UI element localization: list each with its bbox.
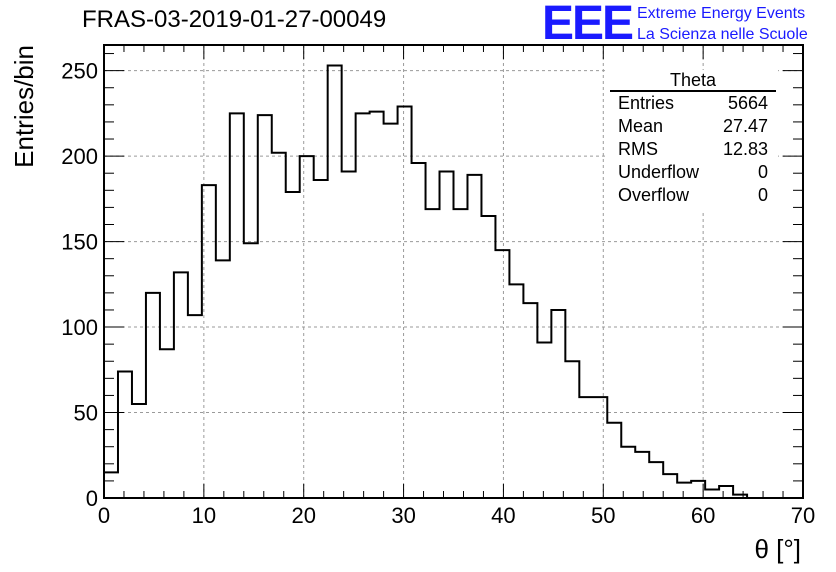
eee-logo: EEE Extreme Energy Events La Scienza nel…: [542, 0, 832, 50]
y-tick-label: 50: [74, 401, 98, 426]
stat-row-overflow: Overflow 0: [618, 185, 768, 207]
x-tick-label: 10: [192, 503, 216, 528]
x-tick-label: 70: [791, 503, 815, 528]
x-tick-labels: 0 10 20 30 40 50 60 70: [98, 503, 815, 528]
x-tick-label: 50: [591, 503, 615, 528]
stat-row-rms: RMS 12.83: [618, 139, 768, 161]
stat-label: Entries: [618, 93, 675, 113]
x-tick-label: 0: [98, 503, 110, 528]
stats-divider: [610, 90, 776, 92]
x-tick-label: 20: [291, 503, 315, 528]
stat-label: Mean: [618, 116, 664, 136]
y-tick-label: 0: [86, 486, 98, 511]
x-tick-label: 60: [691, 503, 715, 528]
logo-text-line1: Extreme Energy Events: [637, 5, 806, 22]
axis-ticks: [103, 45, 804, 499]
stat-label: Overflow: [618, 185, 690, 205]
x-tick-label: 30: [391, 503, 415, 528]
stat-value: 0: [757, 162, 768, 182]
y-tick-label: 100: [61, 315, 98, 340]
y-tick-label: 150: [61, 230, 98, 255]
x-axis-title: θ [°]: [754, 534, 801, 564]
eee-logo-icon: EEE: [542, 0, 634, 50]
stat-row-mean: Mean 27.47: [618, 116, 768, 138]
y-tick-labels: 0 50 100 150 200 250: [61, 59, 98, 511]
stat-row-entries: Entries 5664: [618, 93, 768, 115]
y-tick-label: 250: [61, 59, 98, 84]
stat-row-underflow: Underflow 0: [618, 162, 768, 184]
stats-box: Theta Entries 5664 Mean 27.47 RMS 12.83 …: [608, 70, 778, 210]
y-axis-title: Entries/bin: [9, 45, 39, 168]
stat-label: RMS: [618, 139, 658, 159]
stat-value: 5664: [727, 93, 768, 113]
histogram-outline: [103, 64, 803, 499]
chart-title: FRAS-03-2019-01-27-00049: [82, 6, 387, 33]
stat-value: 12.83: [722, 139, 768, 159]
logo-text-line2: La Scienza nelle Scuole: [637, 26, 808, 43]
stat-label: Underflow: [618, 162, 700, 182]
y-tick-label: 200: [61, 144, 98, 169]
plot-frame: [103, 44, 804, 499]
x-tick-label: 40: [491, 503, 515, 528]
stats-title: Theta: [669, 70, 717, 90]
stat-value: 27.47: [722, 116, 768, 136]
stat-value: 0: [757, 185, 768, 205]
